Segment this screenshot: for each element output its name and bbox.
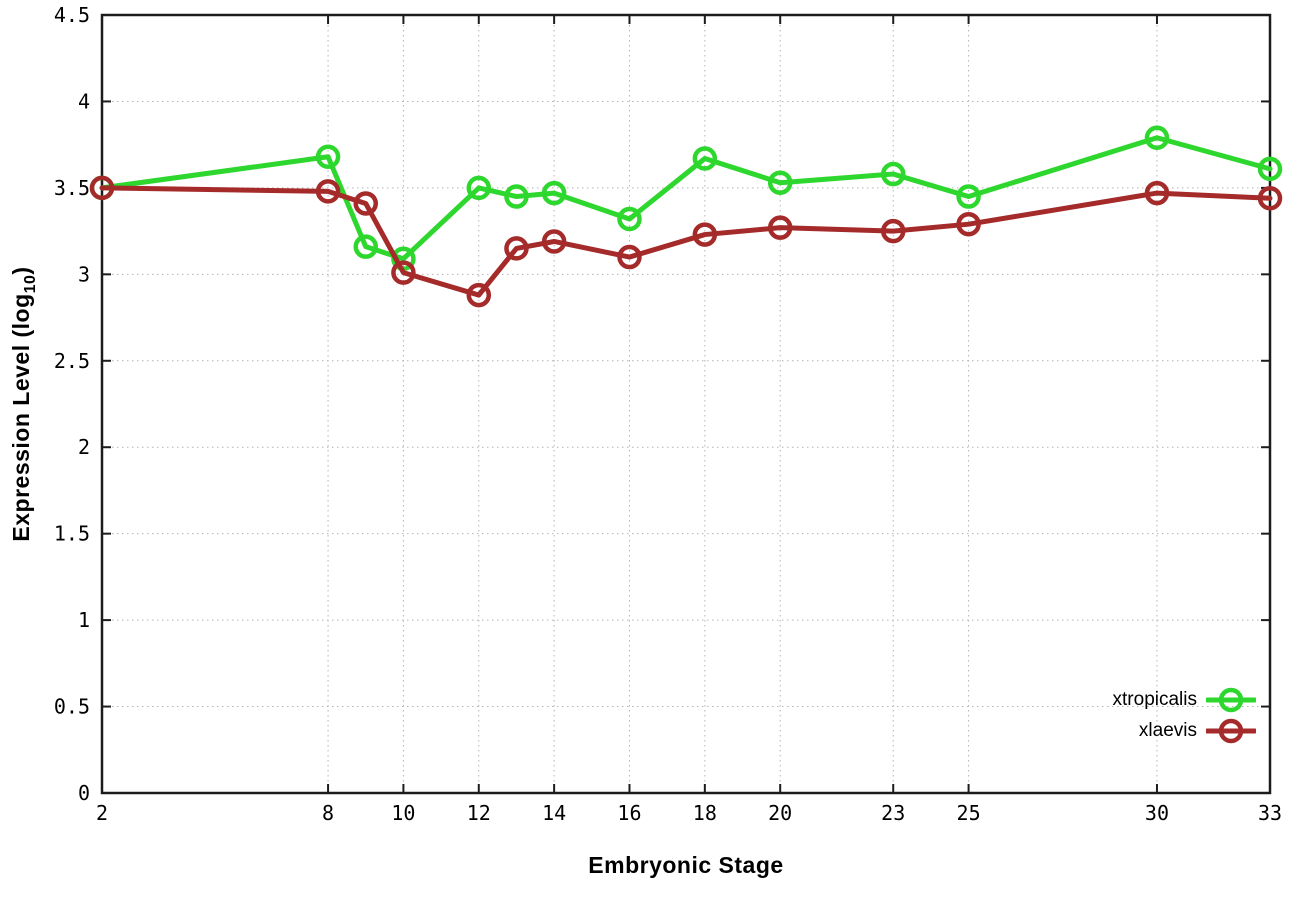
data-point-xlaevis [956, 211, 981, 237]
x-tick-label: 23 [881, 801, 905, 825]
x-tick-label: 33 [1258, 801, 1282, 825]
plot-border [100, 13, 1272, 795]
y-axis-title-close: ) [8, 266, 35, 275]
x-tick-label: 16 [617, 801, 641, 825]
y-axis-title-text: Expression Level (log [8, 293, 35, 542]
legend-label-xlaevis: xlaevis [1138, 719, 1197, 741]
x-tick-label: 30 [1145, 801, 1169, 825]
data-point-xtropicalis [504, 184, 529, 209]
x-tick-label: 18 [693, 801, 717, 825]
data-point-xlaevis [391, 260, 416, 285]
data-point-xlaevis [1144, 180, 1170, 206]
y-tick-label: 0 [78, 781, 90, 805]
data-point-xlaevis [692, 222, 718, 247]
data-point-xlaevis [315, 179, 341, 204]
data-point-xlaevis [466, 282, 492, 308]
legend-item-xtropicalis: xtropicalis [1113, 684, 1256, 715]
x-tick-label: 10 [391, 801, 415, 825]
y-tick-label: 2 [78, 435, 90, 459]
series-line-xtropicalis [99, 135, 1273, 262]
data-point-xtropicalis [1144, 125, 1170, 151]
series-line-xlaevis [99, 185, 1273, 298]
data-point-xtropicalis [315, 144, 341, 170]
y-axis-title: Expression Level (log10) [8, 266, 40, 541]
x-tick-label: 25 [957, 801, 981, 825]
data-point-xtropicalis [880, 161, 906, 187]
data-point-xlaevis [504, 236, 529, 261]
y-tick-label: 4.5 [54, 3, 90, 27]
data-point-xtropicalis [541, 180, 567, 206]
x-tick-label: 2 [96, 801, 108, 825]
data-point-xtropicalis [956, 184, 981, 209]
y-tick-label: 3.5 [54, 176, 90, 200]
x-tick-label: 20 [768, 801, 792, 825]
data-point-xtropicalis [617, 206, 642, 232]
data-point-xlaevis [767, 215, 793, 240]
data-point-xlaevis [353, 191, 378, 216]
data-point-xlaevis [1257, 186, 1283, 211]
data-point-xlaevis [880, 218, 906, 244]
x-tick-label: 12 [467, 801, 491, 825]
data-point-xtropicalis [353, 234, 378, 259]
y-axis-title-subscript: 10 [21, 274, 39, 294]
data-point-xtropicalis [1257, 156, 1283, 182]
y-tick-label: 2.5 [54, 349, 90, 373]
data-point-xtropicalis [466, 175, 492, 201]
data-point-xtropicalis [692, 146, 718, 171]
y-tick-label: 3 [78, 262, 90, 286]
data-point-xlaevis [89, 175, 115, 201]
x-axis-title: Embryonic Stage [588, 852, 784, 878]
legend-sample-marker-icon [1206, 718, 1256, 743]
y-tick-label: 0.5 [54, 695, 90, 719]
y-tick-label: 1 [78, 608, 90, 632]
y-tick-label: 1.5 [54, 522, 90, 546]
data-point-xtropicalis [767, 170, 793, 195]
y-tick-label: 4 [78, 89, 90, 113]
legend: xtropicalis xlaevis [1113, 684, 1256, 746]
data-point-xlaevis [617, 244, 642, 270]
legend-sample-marker-icon [1206, 687, 1256, 712]
legend-label-xtropicalis: xtropicalis [1112, 688, 1197, 710]
x-tick-label: 8 [322, 801, 334, 825]
x-tick-label: 14 [542, 801, 566, 825]
data-point-xlaevis [541, 229, 567, 254]
legend-item-xlaevis: xlaevis [1113, 715, 1256, 746]
